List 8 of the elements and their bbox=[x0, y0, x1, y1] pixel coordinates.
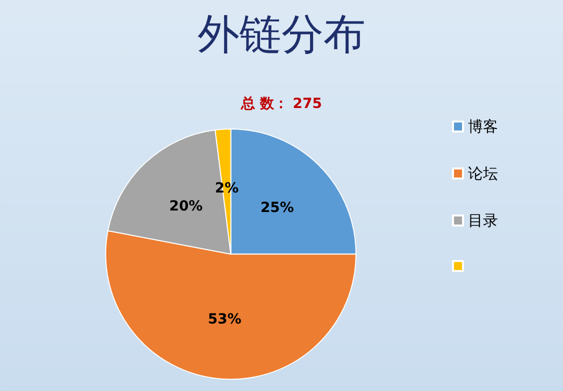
legend-label: 目录 bbox=[468, 212, 498, 230]
chart-subtitle: 总 数： 275 bbox=[240, 96, 322, 112]
data-label: 53% bbox=[208, 311, 242, 328]
chart-title: 外链分布 bbox=[198, 10, 366, 58]
data-label: 20% bbox=[169, 198, 203, 214]
legend-label: 博客 bbox=[468, 118, 498, 136]
data-label: 25% bbox=[260, 200, 294, 216]
legend-label: 论坛 bbox=[468, 164, 498, 182]
